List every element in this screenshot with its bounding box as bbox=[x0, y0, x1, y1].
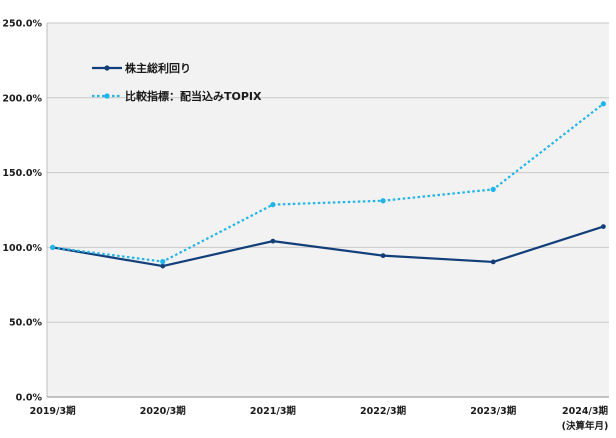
x-axis-unit-note: (決算年月) bbox=[562, 420, 609, 432]
series-2-point bbox=[270, 202, 276, 208]
series-1-point bbox=[160, 263, 166, 269]
series-layer bbox=[50, 101, 606, 269]
legend-marker-2 bbox=[104, 93, 110, 99]
x-tick-label: 2019/3期 bbox=[30, 405, 76, 417]
y-tick-label: 250.0% bbox=[2, 19, 42, 30]
series-2-point bbox=[380, 198, 386, 204]
series-2-point bbox=[160, 259, 166, 265]
plot-area bbox=[47, 23, 609, 397]
y-tick-label: 0.0% bbox=[16, 393, 43, 404]
legend-label-2: 比較指標：配当込みTOPIX bbox=[125, 89, 262, 103]
x-tick-label: 2023/3期 bbox=[470, 405, 516, 417]
series-1-point bbox=[270, 238, 276, 244]
y-tick-label: 150.0% bbox=[2, 168, 42, 179]
y-tick-label: 100.0% bbox=[2, 243, 42, 254]
series-1-point bbox=[600, 224, 606, 230]
series-line-1 bbox=[52, 225, 604, 268]
x-tick-label: 2020/3期 bbox=[140, 405, 186, 417]
series-2-point bbox=[490, 186, 496, 192]
series-2-point bbox=[600, 101, 606, 107]
x-tick-label: 2021/3期 bbox=[250, 405, 296, 417]
x-axis-ticks: 2019/3期 2020/3期 2021/3期 2022/3期 2023/3期 2024/… bbox=[30, 405, 608, 417]
x-tick-label: 2022/3期 bbox=[360, 405, 406, 417]
series-1-point bbox=[490, 259, 496, 265]
series-line-2 bbox=[52, 102, 605, 263]
series-1-point bbox=[380, 253, 386, 259]
x-tick-label: 2024/3期 bbox=[562, 405, 608, 417]
legend-marker-1 bbox=[104, 65, 110, 71]
y-axis-ticks: 0.0% 50.0% 100.0% 150.0% 200.0% 250.0% bbox=[2, 19, 42, 404]
y-tick-label: 50.0% bbox=[9, 318, 42, 329]
y-tick-label: 200.0% bbox=[2, 93, 42, 104]
legend-label-1: 株主総利回り bbox=[125, 61, 191, 75]
series-2-point bbox=[50, 244, 56, 250]
